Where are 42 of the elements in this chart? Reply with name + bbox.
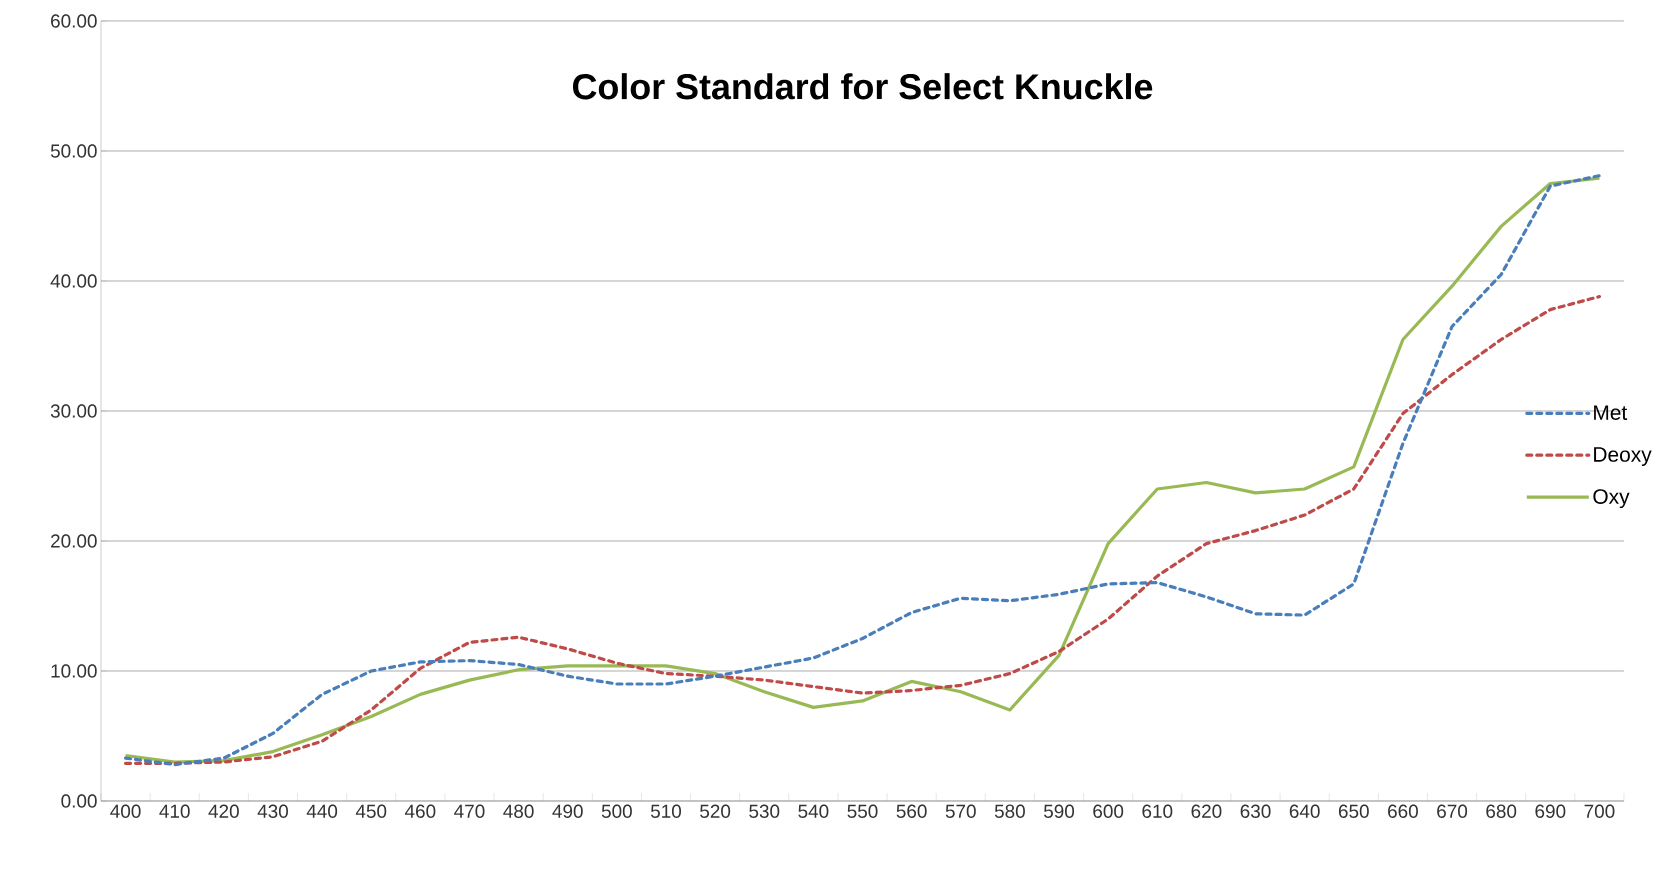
x-tick-label: 600 xyxy=(1093,804,1124,818)
x-tick-label: 530 xyxy=(749,804,780,818)
x-tick-label: 490 xyxy=(552,804,583,818)
y-tick-label: 10.00 xyxy=(51,664,97,678)
x-tick-label: 410 xyxy=(159,804,190,818)
x-tick-label: 640 xyxy=(1289,804,1320,818)
x-tick-label: 520 xyxy=(700,804,731,818)
y-tick-label: 40.00 xyxy=(50,274,97,288)
x-tick-label: 460 xyxy=(404,804,436,818)
x-tick-label: 680 xyxy=(1486,804,1517,818)
x-tick-label: 420 xyxy=(208,804,239,818)
x-tick-label: 670 xyxy=(1437,804,1468,818)
x-tick-label: 660 xyxy=(1388,804,1418,818)
x-tick-label: 510 xyxy=(650,804,682,818)
legend-label: Oxy xyxy=(1593,489,1630,509)
x-tick-label: 560 xyxy=(896,804,927,818)
x-tick-label: 580 xyxy=(994,804,1025,818)
x-tick-label: 630 xyxy=(1240,804,1271,818)
x-tick-label: 650 xyxy=(1338,804,1369,818)
y-tick-label: 60.00 xyxy=(51,14,97,28)
x-tick-label: 590 xyxy=(1043,804,1075,818)
x-tick-label: 610 xyxy=(1142,804,1173,818)
text: Color Standard for Select Knuckle xyxy=(572,73,1153,100)
x-tick-label: 400 xyxy=(110,804,141,818)
y-tick-label: 30.00 xyxy=(50,404,97,418)
y-tick-label: 0.00 xyxy=(61,794,97,808)
x-tick-label: 550 xyxy=(847,804,878,818)
x-tick-label: 500 xyxy=(601,804,632,818)
legend-label: Deoxy xyxy=(1594,447,1652,466)
y-tick-label: 20.00 xyxy=(51,534,97,548)
x-tick-label: 470 xyxy=(454,804,485,818)
x-tick-label: 700 xyxy=(1584,804,1615,818)
x-tick-label: 430 xyxy=(257,804,288,818)
x-tick-label: 570 xyxy=(945,804,976,818)
legend-label: Met xyxy=(1594,405,1628,420)
y-tick-label: 50.00 xyxy=(50,144,97,158)
x-tick-label: 620 xyxy=(1191,804,1222,818)
x-tick-label: 480 xyxy=(503,804,534,818)
x-tick-label: 690 xyxy=(1535,804,1566,818)
x-tick-label: 450 xyxy=(355,804,387,818)
x-tick-label: 440 xyxy=(306,804,338,818)
x-tick-label: 540 xyxy=(798,804,829,818)
